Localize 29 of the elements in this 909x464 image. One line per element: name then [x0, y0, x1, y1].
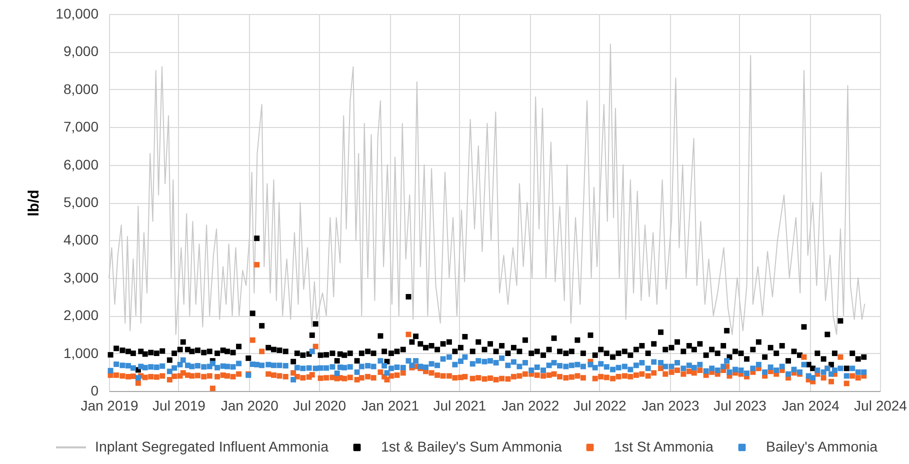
y-axis-title: lb/d: [26, 190, 43, 216]
legend-label: 1st St Ammonia: [614, 439, 714, 456]
legend-label: Bailey's Ammonia: [766, 439, 878, 456]
x-tick-label: Jul 2024: [854, 398, 908, 414]
x-tick-label: Jan 2019: [80, 398, 139, 414]
y-tick-label: 8,000: [63, 80, 99, 97]
x-tick-label: Jan 2021: [361, 398, 420, 414]
x-tick-label: Jan 2023: [642, 398, 700, 414]
y-tick-label: 5,000: [63, 194, 99, 210]
y-tick-label: 1,000: [63, 344, 99, 361]
y-tick-label: 6,000: [63, 156, 99, 172]
legend-label: 1st & Bailey's Sum Ammonia: [381, 439, 562, 456]
y-tick-label: 10,000: [56, 6, 99, 22]
y-tick-label: 9,000: [63, 43, 99, 60]
x-tick-label: Jul 2022: [573, 398, 626, 414]
x-tick-label: Jul 2019: [152, 398, 206, 414]
x-tick-label: Jul 2023: [714, 398, 767, 414]
y-tick-label: 4,000: [63, 232, 99, 248]
line-series: [108, 44, 866, 335]
y-tick-label: 2,000: [63, 307, 99, 324]
x-tick-label: Jul 2021: [433, 398, 486, 414]
x-tick-label: Jan 2022: [502, 398, 560, 414]
legend-label: Inplant Segregated Influent Ammonia: [95, 439, 329, 456]
y-tick-label: 3,000: [63, 269, 99, 286]
x-tick-label: Jul 2020: [293, 398, 346, 414]
y-tick-label: 0: [90, 382, 99, 398]
x-tick-label: Jan 2024: [782, 398, 840, 414]
x-tick-label: Jan 2020: [220, 398, 279, 414]
y-tick-label: 7,000: [63, 118, 99, 135]
